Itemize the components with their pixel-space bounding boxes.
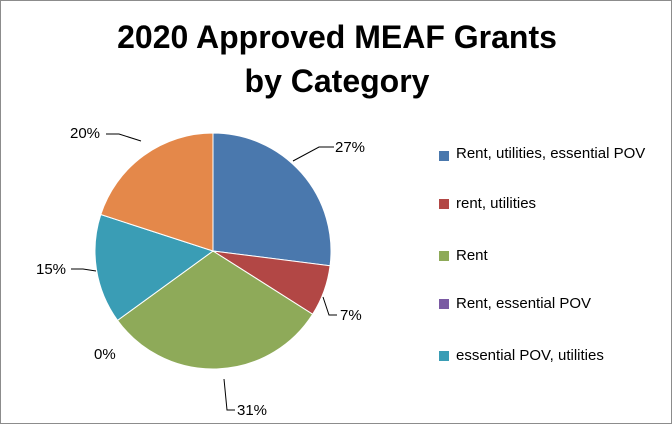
pie-slice xyxy=(212,132,332,267)
data-label: 31% xyxy=(237,402,267,419)
legend-label: rent, utilities xyxy=(456,195,537,212)
legend-label: Rent, essential POV xyxy=(456,295,592,312)
legend-label: essential POV, utilities xyxy=(456,347,604,364)
leader-line xyxy=(223,378,235,411)
leader-line xyxy=(322,296,337,316)
leader-line xyxy=(292,146,334,162)
legend-swatch xyxy=(439,251,449,261)
data-label: 0% xyxy=(94,346,116,363)
chart-title-line-1: 2020 Approved MEAF Grants xyxy=(117,19,557,55)
legend-swatch xyxy=(439,351,449,361)
data-label: 15% xyxy=(36,261,66,278)
data-label: 20% xyxy=(70,125,100,142)
legend-swatch xyxy=(439,151,449,161)
legend-swatch xyxy=(439,199,449,209)
leader-line xyxy=(71,268,97,272)
leader-line xyxy=(106,133,142,142)
legend-label: Rent xyxy=(456,247,488,264)
pie-slice xyxy=(94,213,215,322)
chart-title: 2020 Approved MEAF Grants by Category xyxy=(1,15,672,103)
legend-label: Rent, utilities, essential POV xyxy=(456,145,646,162)
pie-slice xyxy=(100,132,214,252)
chart-title-line-2: by Category xyxy=(244,63,430,99)
data-label: 7% xyxy=(340,307,362,324)
data-label: 27% xyxy=(335,139,365,156)
legend-swatch xyxy=(439,299,449,309)
pie-slice xyxy=(116,250,314,370)
